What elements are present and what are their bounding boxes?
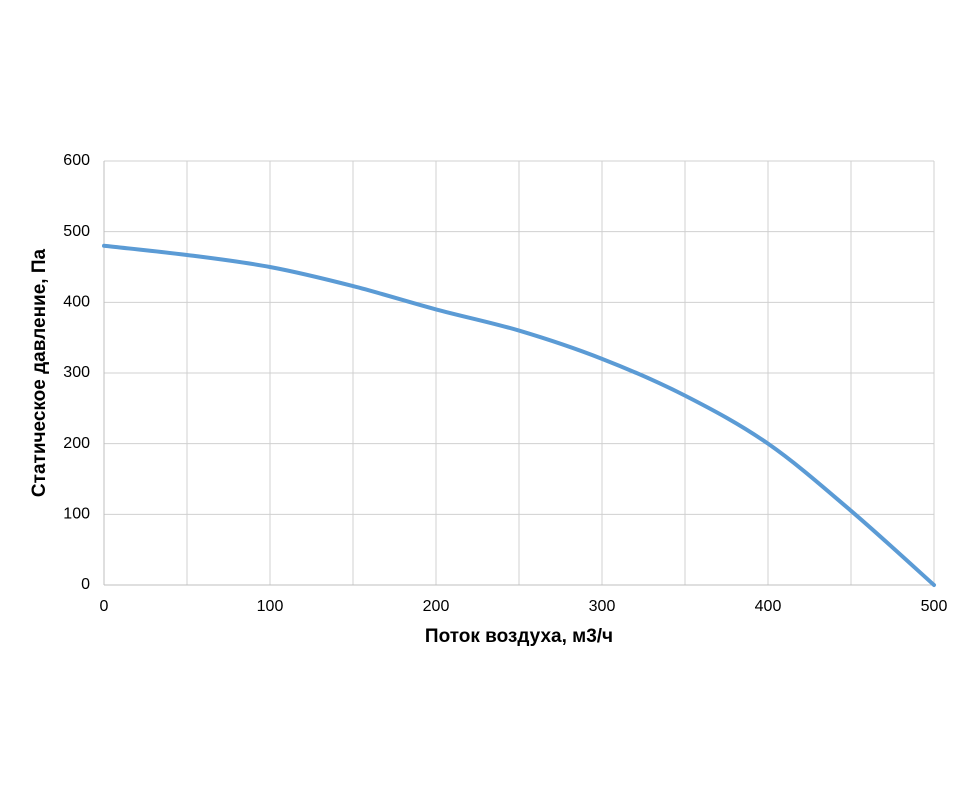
y-tick-label: 600 (63, 152, 90, 169)
x-axis-title: Поток воздуха, м3/ч (425, 626, 613, 647)
y-tick-label: 500 (63, 223, 90, 240)
y-tick-label: 300 (63, 364, 90, 381)
y-tick-label: 200 (63, 435, 90, 452)
x-tick-label: 400 (755, 598, 782, 615)
y-tick-label: 400 (63, 294, 90, 311)
x-tick-label: 200 (423, 598, 450, 615)
y-tick-label: 0 (81, 576, 90, 593)
y-tick-label: 100 (63, 506, 90, 523)
x-tick-label: 100 (257, 598, 284, 615)
x-tick-label: 0 (100, 598, 109, 615)
y-axis-title: Статическое давление, Па (29, 248, 50, 497)
x-tick-label: 500 (921, 598, 948, 615)
x-tick-label: 300 (589, 598, 616, 615)
line (102, 243, 936, 587)
